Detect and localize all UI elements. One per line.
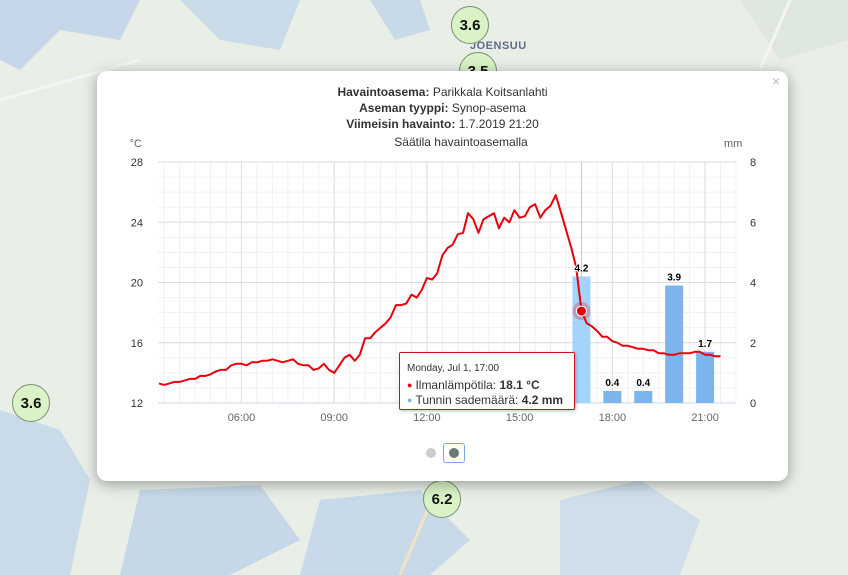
station-label: Havaintoasema: <box>337 85 430 99</box>
bar-data-label: 4.2 <box>575 263 589 274</box>
station-marker[interactable]: 3.6 <box>12 384 50 422</box>
chart-tooltip: Monday, Jul 1, 17:00 ● Ilmanlämpötila: 18… <box>399 352 575 410</box>
city-label: JOENSUU <box>470 40 527 52</box>
chart-title: Säätila havaintoasemalla <box>394 135 528 149</box>
precipitation-bar <box>696 351 715 403</box>
right-axis-unit: mm <box>724 138 742 150</box>
x-tick-label: 12:00 <box>413 412 441 424</box>
pager-dot-2-active[interactable] <box>443 443 465 463</box>
bar-data-label: 1.7 <box>698 339 712 350</box>
station-value: Parikkala Koitsanlahti <box>432 85 548 99</box>
tooltip-temp-label: Ilmanlämpötila: <box>415 378 497 392</box>
station-marker[interactable]: 3.6 <box>451 6 489 44</box>
x-tick-label: 06:00 <box>228 412 256 424</box>
bar-data-label: 0.4 <box>636 378 650 389</box>
station-type-label: Aseman tyyppi: <box>359 101 449 115</box>
y-right-tick-label: 8 <box>750 157 756 169</box>
precipitation-bar <box>572 276 591 403</box>
y-left-tick-label: 28 <box>131 157 143 169</box>
precipitation-bar <box>634 390 653 403</box>
latest-observation-label: Viimeisin havainto: <box>346 117 456 131</box>
pager-dot-active-icon <box>449 448 459 458</box>
station-marker[interactable]: 6.2 <box>423 480 461 518</box>
bar-data-label: 0.4 <box>605 378 619 389</box>
tooltip-temp-value: 18.1 °C <box>499 378 540 392</box>
y-left-tick-label: 24 <box>131 217 143 229</box>
chart-pager <box>97 443 788 465</box>
station-type-value: Synop-asema <box>451 101 526 115</box>
station-type-row: Aseman tyyppi: Synop-asema <box>97 101 788 115</box>
station-popup: × Havaintoasema: Parikkala Koitsanlahti … <box>97 71 788 481</box>
x-tick-label: 09:00 <box>320 412 348 424</box>
x-tick-label: 15:00 <box>506 412 534 424</box>
y-right-tick-label: 4 <box>750 278 756 290</box>
latest-observation-value: 1.7.2019 21:20 <box>458 117 539 131</box>
tooltip-header: Monday, Jul 1, 17:00 <box>407 363 500 374</box>
y-right-tick-label: 0 <box>750 398 756 410</box>
station-name-row: Havaintoasema: Parikkala Koitsanlahti <box>97 85 788 99</box>
y-right-tick-label: 6 <box>750 217 756 229</box>
y-left-tick-label: 16 <box>131 338 143 350</box>
left-axis-unit: °C <box>130 138 142 150</box>
y-left-tick-label: 20 <box>131 278 143 290</box>
close-icon[interactable]: × <box>771 73 780 89</box>
y-left-tick-label: 12 <box>131 398 143 410</box>
tooltip-temp-row: ● Ilmanlämpötila: 18.1 °C <box>407 378 540 392</box>
precipitation-dot-icon: ● <box>407 395 413 405</box>
temperature-line <box>158 194 721 386</box>
x-tick-label: 18:00 <box>599 412 627 424</box>
latest-observation-row: Viimeisin havainto: 1.7.2019 21:20 <box>97 117 788 131</box>
temperature-dot-icon: ● <box>407 380 413 390</box>
tooltip-rain-value: 4.2 mm <box>521 393 564 407</box>
hover-point <box>575 305 587 317</box>
chart-labels: 4.2 0.4 0.4 3.9 1.7 Säätila havaintoasemalla °… <box>130 135 756 424</box>
x-tick-label: 21:00 <box>691 412 719 424</box>
precipitation-bar <box>665 285 684 403</box>
bar-data-label: 3.9 <box>667 273 681 284</box>
pager-dot-1[interactable] <box>426 448 436 458</box>
temperature-series-line <box>158 194 721 386</box>
y-right-tick-label: 2 <box>750 338 756 350</box>
tooltip-rain-row: ● Tunnin sademäärä: 4.2 mm <box>407 393 563 407</box>
precipitation-bar <box>603 390 622 403</box>
tooltip-rain-label: Tunnin sademäärä: <box>415 393 519 407</box>
